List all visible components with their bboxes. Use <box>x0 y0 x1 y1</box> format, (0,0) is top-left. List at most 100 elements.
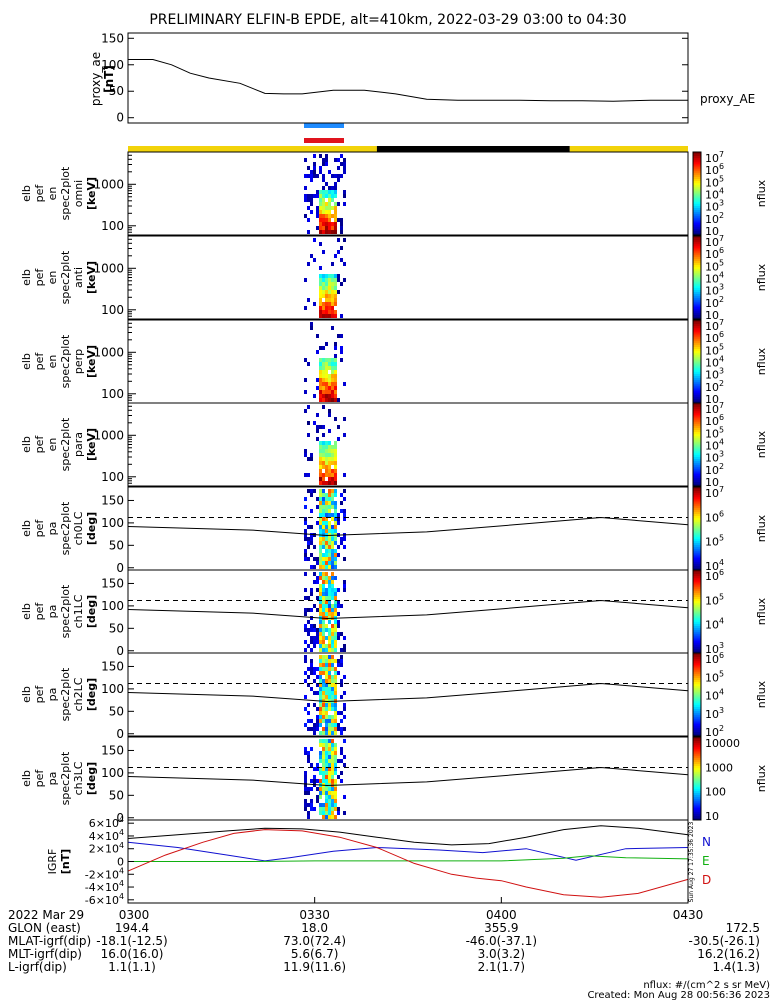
spectrogram-pixel <box>328 306 331 310</box>
spectrogram-pixel <box>319 624 322 628</box>
spectrogram-pixel <box>328 739 331 743</box>
spectrogram-pixel <box>322 600 325 604</box>
colorbar-tick-label: 102 <box>705 295 724 310</box>
panel-ylabel: spec2plot <box>59 584 72 638</box>
spectrogram-pixel <box>316 715 319 719</box>
spectrogram-pixel <box>319 521 322 525</box>
spectrogram-pixel <box>331 513 334 517</box>
spectrogram-pixel <box>319 190 322 194</box>
render-stamp: Sun Aug 27 17:35:36 2023 <box>688 822 695 903</box>
spectrogram-pixel <box>322 481 325 485</box>
spectrogram-pixel <box>319 214 322 218</box>
spectrogram-pixel <box>331 226 334 230</box>
spectrogram-pixel <box>322 346 325 350</box>
spectrogram-pixel <box>328 505 331 509</box>
panel-ylabel: [keV] <box>85 261 98 294</box>
spectrogram-pixel <box>331 775 334 779</box>
spectrogram-pixel <box>325 557 328 561</box>
spectrogram-pixel <box>319 604 322 608</box>
spectrogram-pixel <box>331 695 334 699</box>
spectrogram-pixel <box>334 711 337 715</box>
spectrogram-pixel <box>334 493 337 497</box>
spectrogram-pixel <box>331 390 334 394</box>
spectrogram-pixel <box>316 588 319 592</box>
colorbar-segment <box>693 324 701 327</box>
spectrogram-pixel <box>319 648 322 652</box>
panel-frame <box>127 235 689 320</box>
spectrogram-pixel <box>319 811 322 815</box>
spectrogram-pixel <box>322 787 325 791</box>
spectrogram-pixel <box>334 218 337 222</box>
proxy-ae-ytick-label: 50 <box>109 84 124 98</box>
spectrogram-pixel <box>322 775 325 779</box>
spectrogram-pixel <box>304 278 307 282</box>
spectrogram-pixel <box>331 398 334 402</box>
spectrogram-pixel <box>322 521 325 525</box>
colorbar-tick-label: 107 <box>705 485 724 500</box>
spectrogram-pixel <box>334 473 337 477</box>
spectrogram-pixel <box>319 787 322 791</box>
spectrogram-pixel <box>304 695 307 699</box>
panel-ylabel: pa <box>46 605 59 619</box>
spectrogram-pixel <box>331 723 334 727</box>
ytick-label: 150 <box>101 743 124 757</box>
spectrogram-pixel <box>325 636 328 640</box>
spectrogram-pixel <box>331 759 334 763</box>
spectrogram-pixel <box>331 302 334 306</box>
colorbar-segment <box>693 432 701 435</box>
colorbar-tick-label: 105 <box>705 592 724 607</box>
ytick-label: 1000 <box>93 261 124 275</box>
spectrogram-pixel <box>325 158 328 162</box>
spectrogram-pixel <box>334 286 337 290</box>
spectrogram-pixel <box>310 170 313 174</box>
ytick-label: 100 <box>101 599 124 613</box>
colorbar-segment <box>693 528 701 532</box>
spectrogram-pixel <box>337 612 340 616</box>
spectrogram-pixel <box>328 667 331 671</box>
spectrogram-pixel <box>328 513 331 517</box>
spectrogram-pixel <box>325 282 328 286</box>
spectrogram-pixel <box>331 449 334 453</box>
spectrogram-pixel <box>334 394 337 398</box>
spectrogram-pixel <box>337 659 340 663</box>
spectrogram-pixel <box>343 517 346 521</box>
colorbar-segment <box>693 487 701 490</box>
colorbar-tick-label: 103 <box>705 367 724 382</box>
spectrogram-pixel <box>340 174 343 178</box>
spectrogram-pixel <box>313 489 316 493</box>
colorbar-segment <box>693 719 701 722</box>
colorbar-segment <box>693 815 701 819</box>
spectrogram-pixel <box>313 258 316 262</box>
spectrogram-pixel <box>322 286 325 290</box>
spectrogram-pixel <box>325 358 328 362</box>
colorbar-segment <box>693 702 701 706</box>
proxy-ae-ytick-label: 100 <box>101 58 124 72</box>
spectrogram-pixel <box>319 469 322 473</box>
spectrogram-pixel <box>337 166 340 170</box>
spectrogram-pixel <box>322 667 325 671</box>
spectrogram-pixel <box>328 565 331 569</box>
spectrogram-pixel <box>331 612 334 616</box>
spectrogram-pixel <box>316 628 319 632</box>
ephem-value: -18.1(-12.5) <box>96 934 167 948</box>
spectrogram-pixel <box>325 314 328 318</box>
spectrogram-pixel <box>319 290 322 294</box>
panel-frame <box>127 319 689 404</box>
spectrogram-pixel <box>331 644 334 648</box>
spectrogram-pixel <box>334 445 337 449</box>
spectrogram-pixel <box>319 655 322 659</box>
spectrogram-pixel <box>334 182 337 186</box>
spectrogram-pixel <box>331 394 334 398</box>
spectrogram-pixel <box>325 561 328 565</box>
spectrogram-pixel <box>316 799 319 803</box>
colorbar-segment <box>693 609 701 612</box>
panel-ylabel: pef <box>33 769 46 788</box>
panel-ylabel: pef <box>33 352 46 371</box>
colorbar-segment <box>693 363 701 367</box>
spectrogram-pixel <box>313 154 316 158</box>
colorbar-segment <box>693 477 701 481</box>
spectrogram-pixel <box>322 644 325 648</box>
proxy-ae-legend: proxy_AE <box>700 92 755 106</box>
spectrogram-pixel <box>322 198 325 202</box>
colorbar-segment <box>693 283 701 287</box>
